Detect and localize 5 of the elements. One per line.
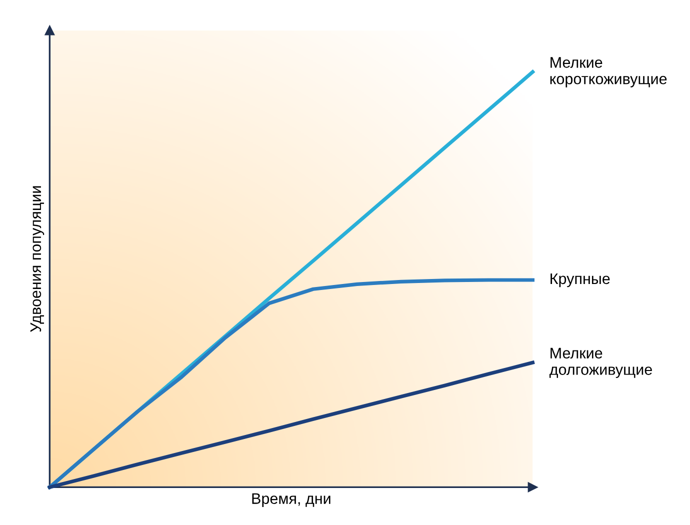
series-label: Мелкие долгоживущие [549,348,652,378]
series-label: Мелкие короткоживущие [550,57,667,88]
x-axis-title: Время, дни [252,493,330,507]
y-axis-title: Удвоения популяции [30,186,44,332]
series-label: Крупные [550,273,610,288]
